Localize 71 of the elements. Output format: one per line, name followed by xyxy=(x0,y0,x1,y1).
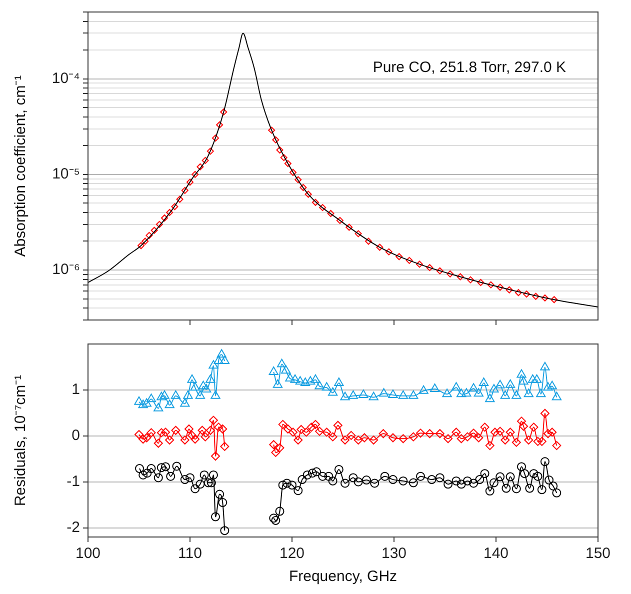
point xyxy=(150,226,158,234)
y-tick-label: 0 xyxy=(72,427,80,444)
point xyxy=(336,216,344,224)
point xyxy=(312,198,319,206)
y-tick-label: 1 xyxy=(72,381,80,398)
point xyxy=(541,294,548,302)
x-tick-label: 120 xyxy=(279,545,305,562)
y-tick-label: 10⁻⁶ xyxy=(52,261,80,278)
point xyxy=(166,208,174,216)
x-tick-label: 100 xyxy=(75,545,101,562)
point xyxy=(206,148,214,155)
point xyxy=(186,178,194,186)
point xyxy=(406,256,413,264)
point xyxy=(327,210,334,218)
point xyxy=(284,160,292,168)
point xyxy=(477,279,484,286)
point xyxy=(523,290,530,298)
point xyxy=(456,273,464,280)
y-tick-label: 10⁻⁵ xyxy=(52,166,80,183)
point xyxy=(202,156,209,164)
point xyxy=(376,244,384,251)
point xyxy=(212,134,219,142)
point xyxy=(354,230,362,238)
point xyxy=(467,276,474,284)
point xyxy=(304,190,312,198)
point xyxy=(496,284,504,291)
point xyxy=(161,214,168,222)
point xyxy=(272,136,280,144)
point xyxy=(446,270,454,278)
point xyxy=(346,224,353,231)
point xyxy=(365,238,372,245)
point xyxy=(426,264,434,272)
point xyxy=(506,286,513,294)
point xyxy=(268,126,276,134)
point xyxy=(176,196,184,203)
point xyxy=(396,253,403,260)
point xyxy=(416,260,423,268)
x-tick-label: 110 xyxy=(178,545,202,562)
x-tick-label: 140 xyxy=(483,545,509,562)
point xyxy=(550,296,558,304)
point xyxy=(385,248,392,256)
y-tick-label: -1 xyxy=(66,473,80,490)
point xyxy=(171,203,178,210)
point xyxy=(138,242,145,250)
point xyxy=(532,292,540,300)
y-tick-label: 10⁻⁴ xyxy=(52,70,80,87)
point xyxy=(192,170,199,178)
point xyxy=(436,267,444,274)
point xyxy=(196,163,204,170)
y-axis-title: Absorption coefficient, cm⁻¹ xyxy=(12,75,30,257)
point xyxy=(142,238,149,245)
point xyxy=(181,186,188,194)
point xyxy=(319,204,326,212)
point xyxy=(156,220,163,228)
point xyxy=(276,146,284,154)
x-tick-label: 130 xyxy=(381,545,407,562)
point xyxy=(290,168,297,176)
point xyxy=(300,184,307,191)
y-tick-label: -2 xyxy=(66,518,80,536)
x-tick-label: 150 xyxy=(585,545,611,562)
point xyxy=(514,289,522,296)
line-series xyxy=(88,32,598,308)
point xyxy=(487,281,494,288)
point xyxy=(146,232,153,239)
point xyxy=(280,154,288,162)
x-axis-title: Frequency, GHz xyxy=(288,568,398,586)
annotation: Pure CO, 251.8 Torr, 297.0 K xyxy=(372,59,566,76)
point xyxy=(216,121,224,128)
point xyxy=(294,176,302,184)
point xyxy=(220,108,228,116)
y-axis-title: Residuals, 10⁻⁷cm⁻¹ xyxy=(12,374,30,506)
